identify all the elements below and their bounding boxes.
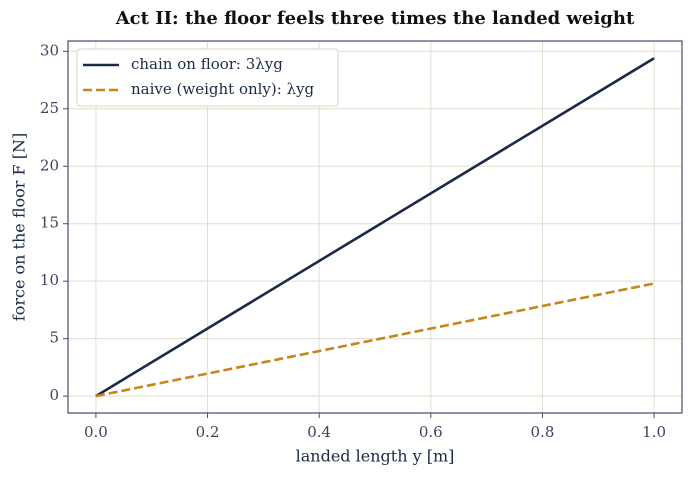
legend-label: naive (weight only): λyg [131, 80, 315, 98]
legend-label: chain on floor: 3λyg [131, 55, 283, 73]
y-tick-label: 10 [40, 271, 59, 289]
series-line [95, 57, 655, 398]
x-tick-label: 0.2 [196, 423, 220, 441]
y-tick-label: 0 [49, 386, 59, 404]
x-tick-label: 1.0 [642, 423, 666, 441]
chart-title: Act II: the floor feels three times the … [115, 8, 635, 29]
y-tick-label: 15 [40, 214, 59, 232]
y-axis-label: force on the floor F [N] [10, 133, 29, 321]
y-tick-label: 25 [40, 99, 59, 117]
series-line [95, 282, 655, 398]
plot-frame [67, 40, 683, 414]
x-tick-label: 0.0 [84, 423, 108, 441]
x-axis-label: landed length y [m] [296, 447, 455, 466]
x-tick-label: 0.8 [531, 423, 555, 441]
y-tick-label: 20 [40, 156, 59, 174]
x-tick-label: 0.4 [307, 423, 331, 441]
x-tick-label: 0.6 [419, 423, 443, 441]
legend-box [76, 48, 339, 107]
y-tick-label: 30 [40, 41, 59, 59]
y-tick-label: 5 [49, 329, 59, 347]
